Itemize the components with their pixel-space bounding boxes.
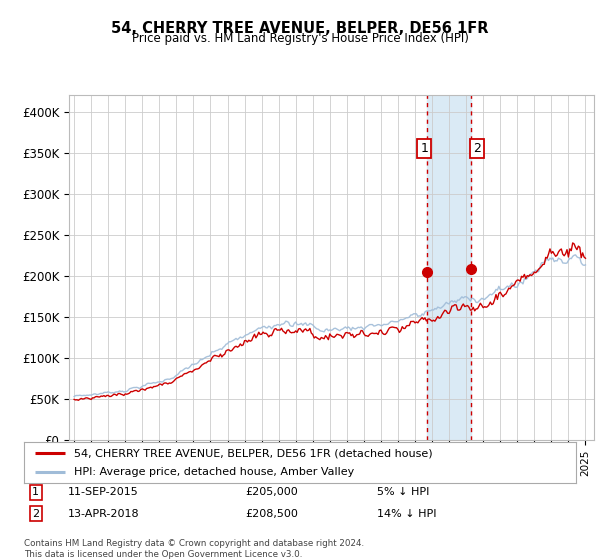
Text: 2: 2 — [473, 142, 481, 155]
Text: 2: 2 — [32, 508, 40, 519]
Text: £208,500: £208,500 — [245, 508, 298, 519]
Text: 54, CHERRY TREE AVENUE, BELPER, DE56 1FR (detached house): 54, CHERRY TREE AVENUE, BELPER, DE56 1FR… — [74, 449, 433, 458]
Bar — [427, 95, 471, 440]
Text: 54, CHERRY TREE AVENUE, BELPER, DE56 1FR: 54, CHERRY TREE AVENUE, BELPER, DE56 1FR — [111, 21, 489, 36]
Text: 5% ↓ HPI: 5% ↓ HPI — [377, 487, 430, 497]
Text: 13-APR-2018: 13-APR-2018 — [68, 508, 140, 519]
Text: 14% ↓ HPI: 14% ↓ HPI — [377, 508, 437, 519]
Text: 11-SEP-2015: 11-SEP-2015 — [68, 487, 139, 497]
Text: 1: 1 — [32, 487, 39, 497]
Text: £205,000: £205,000 — [245, 487, 298, 497]
Text: Price paid vs. HM Land Registry's House Price Index (HPI): Price paid vs. HM Land Registry's House … — [131, 32, 469, 45]
Text: HPI: Average price, detached house, Amber Valley: HPI: Average price, detached house, Ambe… — [74, 467, 354, 477]
Text: Contains HM Land Registry data © Crown copyright and database right 2024.
This d: Contains HM Land Registry data © Crown c… — [24, 539, 364, 559]
Text: 1: 1 — [421, 142, 428, 155]
